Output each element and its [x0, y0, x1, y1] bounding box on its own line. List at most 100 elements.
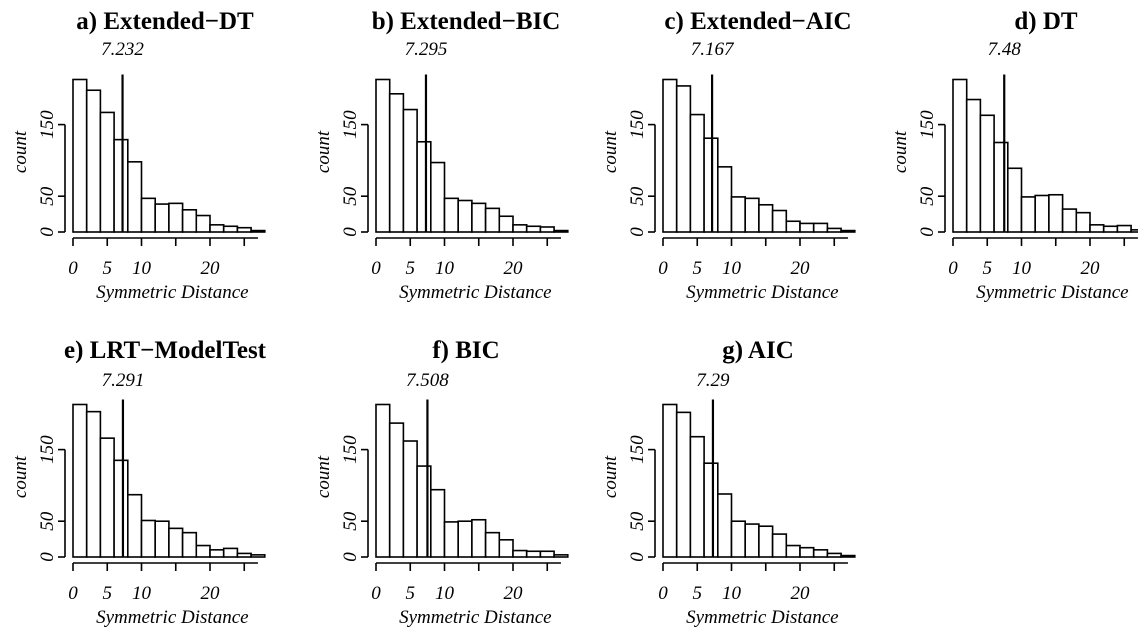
panel-title: e) LRT−ModelTest — [64, 337, 267, 364]
histogram-bar — [1061, 208, 1078, 233]
x-tick-label: 5 — [983, 258, 993, 279]
mean-label: 7.167 — [691, 39, 735, 60]
y-tick-label: 150 — [340, 435, 361, 464]
histogram-bar — [484, 531, 501, 558]
histogram-bar — [127, 493, 143, 558]
y-tick-label: 50 — [340, 511, 361, 531]
histogram-panel: d) DT 7.48 0 50 150 count 0 5 10 20 Symmetric Dist… — [890, 8, 1138, 303]
x-tick-label: 10 — [722, 258, 742, 279]
histogram-bar — [812, 549, 829, 558]
histogram-bar — [388, 93, 405, 233]
histogram-bar — [85, 89, 102, 233]
x-tick-label: 20 — [791, 258, 811, 279]
y-tick-label: 0 — [627, 552, 648, 562]
x-tick-label: 0 — [68, 583, 78, 604]
panel-title: d) DT — [1014, 8, 1078, 35]
histogram-bar — [689, 113, 705, 233]
histogram-bar — [675, 85, 692, 233]
histogram-bar — [195, 214, 211, 233]
x-tick-label: 10 — [1012, 258, 1032, 279]
y-axis-label: count — [313, 130, 334, 173]
histogram-bar — [195, 544, 211, 558]
histogram-panel: b) Extended−BIC 7.295 0 50 150 count 0 5 10 20 Sym… — [313, 8, 569, 303]
histogram-bar — [222, 547, 239, 558]
histogram-bar — [168, 202, 184, 233]
histogram-bar — [689, 435, 705, 558]
histogram-bar — [181, 531, 198, 558]
panel-title: b) Extended−BIC — [372, 8, 561, 35]
x-tick-label: 0 — [371, 258, 381, 279]
mean-label: 7.508 — [406, 370, 449, 391]
histogram-bar — [99, 111, 115, 233]
histogram-bar — [799, 222, 815, 233]
histogram-bar — [1116, 224, 1132, 233]
y-tick-label: 150 — [340, 110, 361, 139]
histogram-bar — [375, 78, 391, 233]
y-tick-label: 0 — [917, 227, 938, 237]
histogram-bar — [1034, 194, 1050, 233]
x-tick-label: 5 — [693, 258, 703, 279]
histogram-bar — [525, 225, 542, 233]
histogram-bar — [799, 546, 815, 558]
x-tick-label: 10 — [132, 258, 152, 279]
histogram-bar — [1048, 193, 1064, 233]
histogram-bar — [662, 403, 678, 558]
histogram-bar — [553, 554, 569, 558]
x-tick-label: 20 — [201, 258, 221, 279]
histogram-bar — [72, 403, 88, 558]
histogram-bar — [1089, 224, 1105, 233]
mean-label: 7.295 — [405, 39, 448, 60]
y-axis-label: count — [10, 130, 31, 173]
y-tick-label: 0 — [37, 552, 58, 562]
mean-label: 7.291 — [102, 370, 145, 391]
histogram-bar — [952, 78, 968, 233]
y-axis-label: count — [600, 455, 621, 498]
histogram-bar — [758, 525, 774, 558]
x-axis-label: Symmetric Distance — [686, 282, 838, 303]
histogram-bar — [484, 207, 501, 233]
histogram-bar — [840, 229, 856, 233]
y-tick-label: 50 — [37, 511, 58, 531]
histogram-bar — [498, 215, 514, 233]
histogram-bar — [1020, 196, 1036, 233]
histogram-bar — [236, 226, 252, 233]
histogram-bar — [154, 520, 170, 558]
y-tick-label: 50 — [37, 186, 58, 206]
histogram-bar — [785, 220, 801, 233]
histogram-bar — [140, 519, 156, 558]
x-axis-label: Symmetric Distance — [96, 607, 248, 628]
x-axis-label: Symmetric Distance — [686, 607, 838, 628]
histogram-bar — [1130, 229, 1138, 233]
histogram-bar — [457, 520, 473, 558]
histogram-bar — [85, 410, 102, 558]
histogram-bar — [402, 440, 418, 558]
y-tick-label: 150 — [37, 110, 58, 139]
histogram-bar — [402, 108, 418, 233]
histogram-bar — [771, 533, 788, 558]
histogram-bar — [744, 197, 760, 233]
y-tick-label: 150 — [627, 435, 648, 464]
x-tick-label: 5 — [103, 258, 113, 279]
x-tick-label: 0 — [658, 258, 668, 279]
histogram-bar — [498, 539, 514, 558]
mean-label: 7.48 — [988, 39, 1022, 60]
histogram-bar — [375, 403, 391, 558]
histogram-bar — [209, 224, 225, 233]
x-tick-label: 10 — [435, 258, 455, 279]
y-tick-label: 0 — [627, 227, 648, 237]
x-axis-label: Symmetric Distance — [399, 607, 551, 628]
histogram-bar — [730, 196, 746, 233]
histogram-bar — [703, 462, 719, 558]
histogram-bar — [72, 78, 88, 233]
y-tick-label: 50 — [917, 186, 938, 206]
histogram-bar — [993, 141, 1009, 233]
histogram-bar — [471, 518, 487, 558]
x-axis-label: Symmetric Distance — [976, 282, 1128, 303]
y-tick-label: 50 — [340, 186, 361, 206]
histogram-bar — [429, 488, 446, 558]
histogram-bar — [662, 78, 678, 233]
histogram-bar — [758, 203, 774, 233]
histogram-bar — [539, 226, 555, 233]
x-tick-label: 10 — [722, 583, 742, 604]
